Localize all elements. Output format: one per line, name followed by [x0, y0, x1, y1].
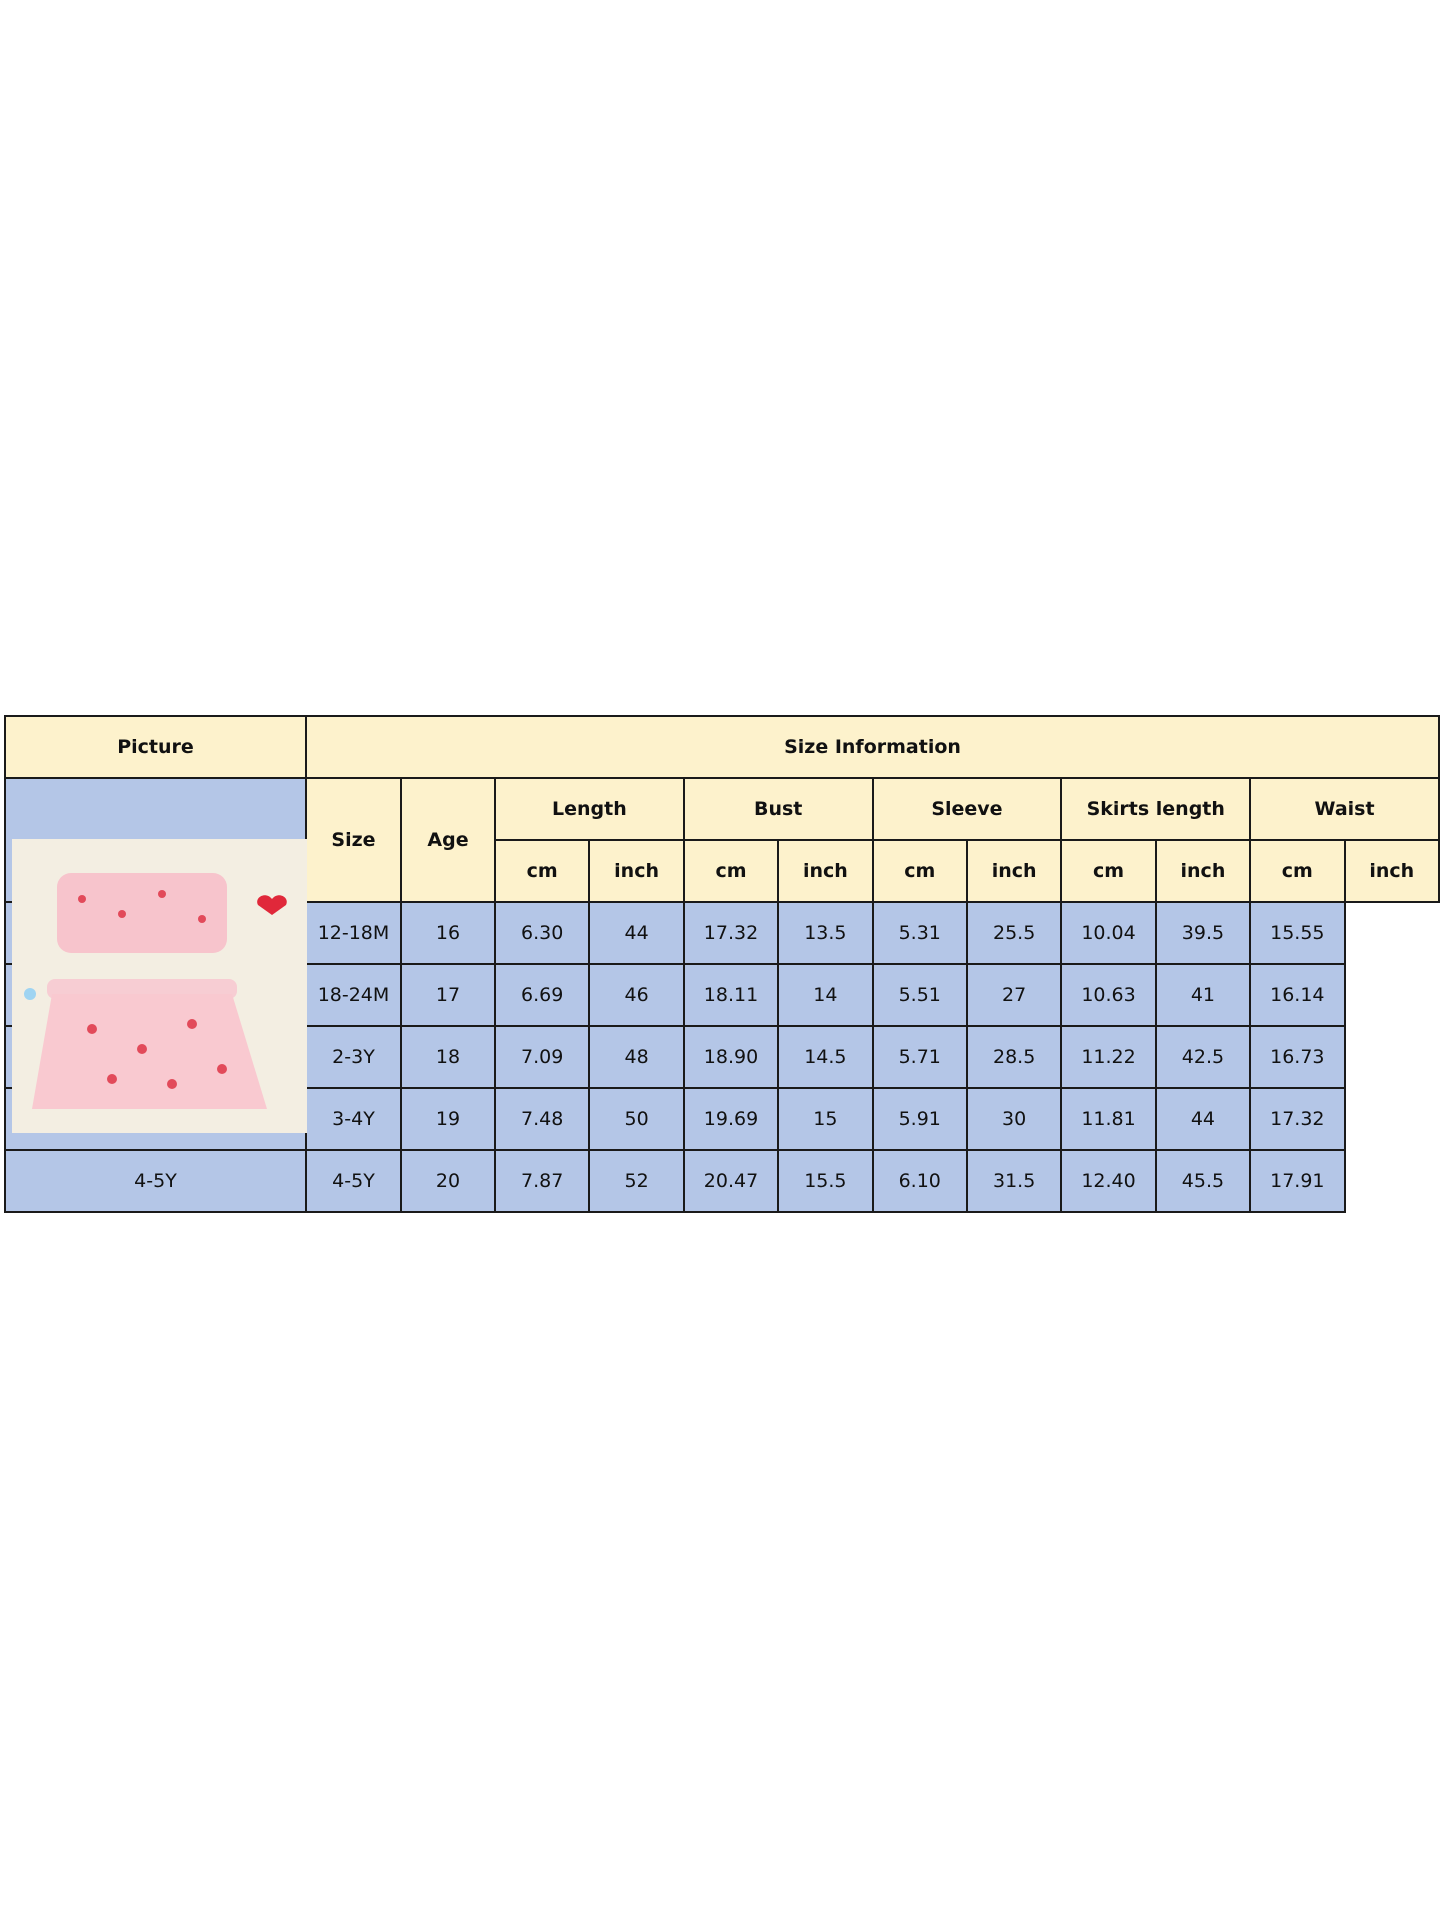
table-cell: 12.40: [1060, 1149, 1157, 1213]
table-cell: 19: [400, 1087, 496, 1151]
table-cell: 31.5: [965, 1149, 1063, 1213]
table-cell: 13.5: [777, 901, 874, 965]
table-cell: 16: [400, 901, 496, 965]
table-cell: 16.14: [1249, 963, 1346, 1027]
size-header: Size: [305, 777, 402, 903]
table-cell: 4-5Y: [4, 1149, 307, 1213]
table-cell: 15: [777, 1087, 874, 1151]
table-cell: 39.5: [1154, 901, 1252, 965]
table-cell: 6.30: [493, 901, 591, 965]
table-cell: 42.5: [1154, 1025, 1252, 1089]
table-cell: 15.55: [1249, 901, 1346, 965]
unit-header-cm: cm: [493, 839, 591, 903]
table-cell: 17.91: [1249, 1149, 1346, 1213]
product-picture-cell: [4, 777, 307, 1133]
table-cell: 20: [400, 1149, 496, 1213]
skirts-length-header: Skirts length: [1060, 777, 1252, 841]
table-cell: 44: [588, 901, 685, 965]
heart-decoration-icon: [257, 895, 287, 915]
product-photo: [12, 839, 307, 1133]
table-cell: 27: [965, 963, 1063, 1027]
table-cell: 25.5: [965, 901, 1063, 965]
unit-header-cm: cm: [682, 839, 780, 903]
table-cell: 16.73: [1249, 1025, 1346, 1089]
table-cell: 17.32: [1249, 1087, 1346, 1151]
length-header: Length: [494, 777, 685, 841]
table-cell: 11.81: [1060, 1087, 1157, 1151]
bust-header: Bust: [682, 777, 874, 841]
table-cell: 6.69: [493, 963, 591, 1027]
table-cell: 28.5: [965, 1025, 1063, 1089]
table-cell: 30: [965, 1087, 1063, 1151]
table-cell: 12-18M: [305, 901, 402, 965]
table-cell: 17: [400, 963, 496, 1027]
picture-header: Picture: [4, 715, 307, 779]
table-cell: 6.10: [871, 1149, 968, 1213]
table-cell: 17.32: [682, 901, 780, 965]
table-cell: 19.69: [682, 1087, 780, 1151]
table-cell: 46: [588, 963, 685, 1027]
table-cell: 10.04: [1060, 901, 1157, 965]
table-cell: 15.5: [777, 1149, 874, 1213]
unit-header-cm: cm: [1249, 839, 1346, 903]
sleeve-header: Sleeve: [871, 777, 1063, 841]
unit-header-inch: inch: [1154, 839, 1252, 903]
unit-header-inch: inch: [588, 839, 685, 903]
size-information-header: Size Information: [305, 715, 1440, 779]
table-cell: 10.63: [1060, 963, 1157, 1027]
table-cell: 45.5: [1154, 1149, 1252, 1213]
table-cell: 5.91: [871, 1087, 968, 1151]
table-cell: 7.87: [493, 1149, 591, 1213]
table-cell: 7.48: [493, 1087, 591, 1151]
unit-header-inch: inch: [1343, 839, 1441, 903]
table-cell: 5.71: [871, 1025, 968, 1089]
table-cell: 7.09: [493, 1025, 591, 1089]
table-cell: 50: [588, 1087, 685, 1151]
table-cell: 41: [1154, 963, 1252, 1027]
table-cell: 14.5: [777, 1025, 874, 1089]
table-cell: 3-4Y: [305, 1087, 402, 1151]
table-cell: 18: [400, 1025, 496, 1089]
age-header: Age: [400, 777, 496, 903]
unit-header-inch: inch: [965, 839, 1063, 903]
table-cell: 20.47: [682, 1149, 780, 1213]
unit-header-cm: cm: [871, 839, 968, 903]
table-cell: 11.22: [1060, 1025, 1157, 1089]
table-cell: 44: [1154, 1087, 1252, 1151]
table-cell: 2-3Y: [305, 1025, 402, 1089]
top-garment: [57, 873, 227, 953]
table-cell: 18-24M: [305, 963, 402, 1027]
size-chart-table: Picture Size Information Size Age: [4, 715, 1441, 1213]
table-row: 4-5Y 4-5Y 20 7.87 52 20.47 15.5 6.10 31.5 12.40 45…: [4, 1149, 1439, 1213]
table-cell: 14: [777, 963, 874, 1027]
table-cell: 48: [588, 1025, 685, 1089]
table-cell: 5.31: [871, 901, 968, 965]
table-cell: 18.90: [682, 1025, 780, 1089]
skirt-garment: [32, 994, 267, 1109]
table-row: 12-18M12-18M166.304417.3213.55.3125.510.…: [4, 901, 1439, 965]
unit-header-cm: cm: [1060, 839, 1157, 903]
waist-header: Waist: [1249, 777, 1440, 841]
table-cell: 18.11: [682, 963, 780, 1027]
unit-header-row: cm inch cm inch cm inch cm inch cm inch: [5, 839, 1441, 903]
table-cell: 52: [588, 1149, 685, 1213]
table-cell: 5.51: [871, 963, 968, 1027]
table-cell: 4-5Y: [305, 1149, 402, 1213]
unit-header-inch: inch: [777, 839, 874, 903]
